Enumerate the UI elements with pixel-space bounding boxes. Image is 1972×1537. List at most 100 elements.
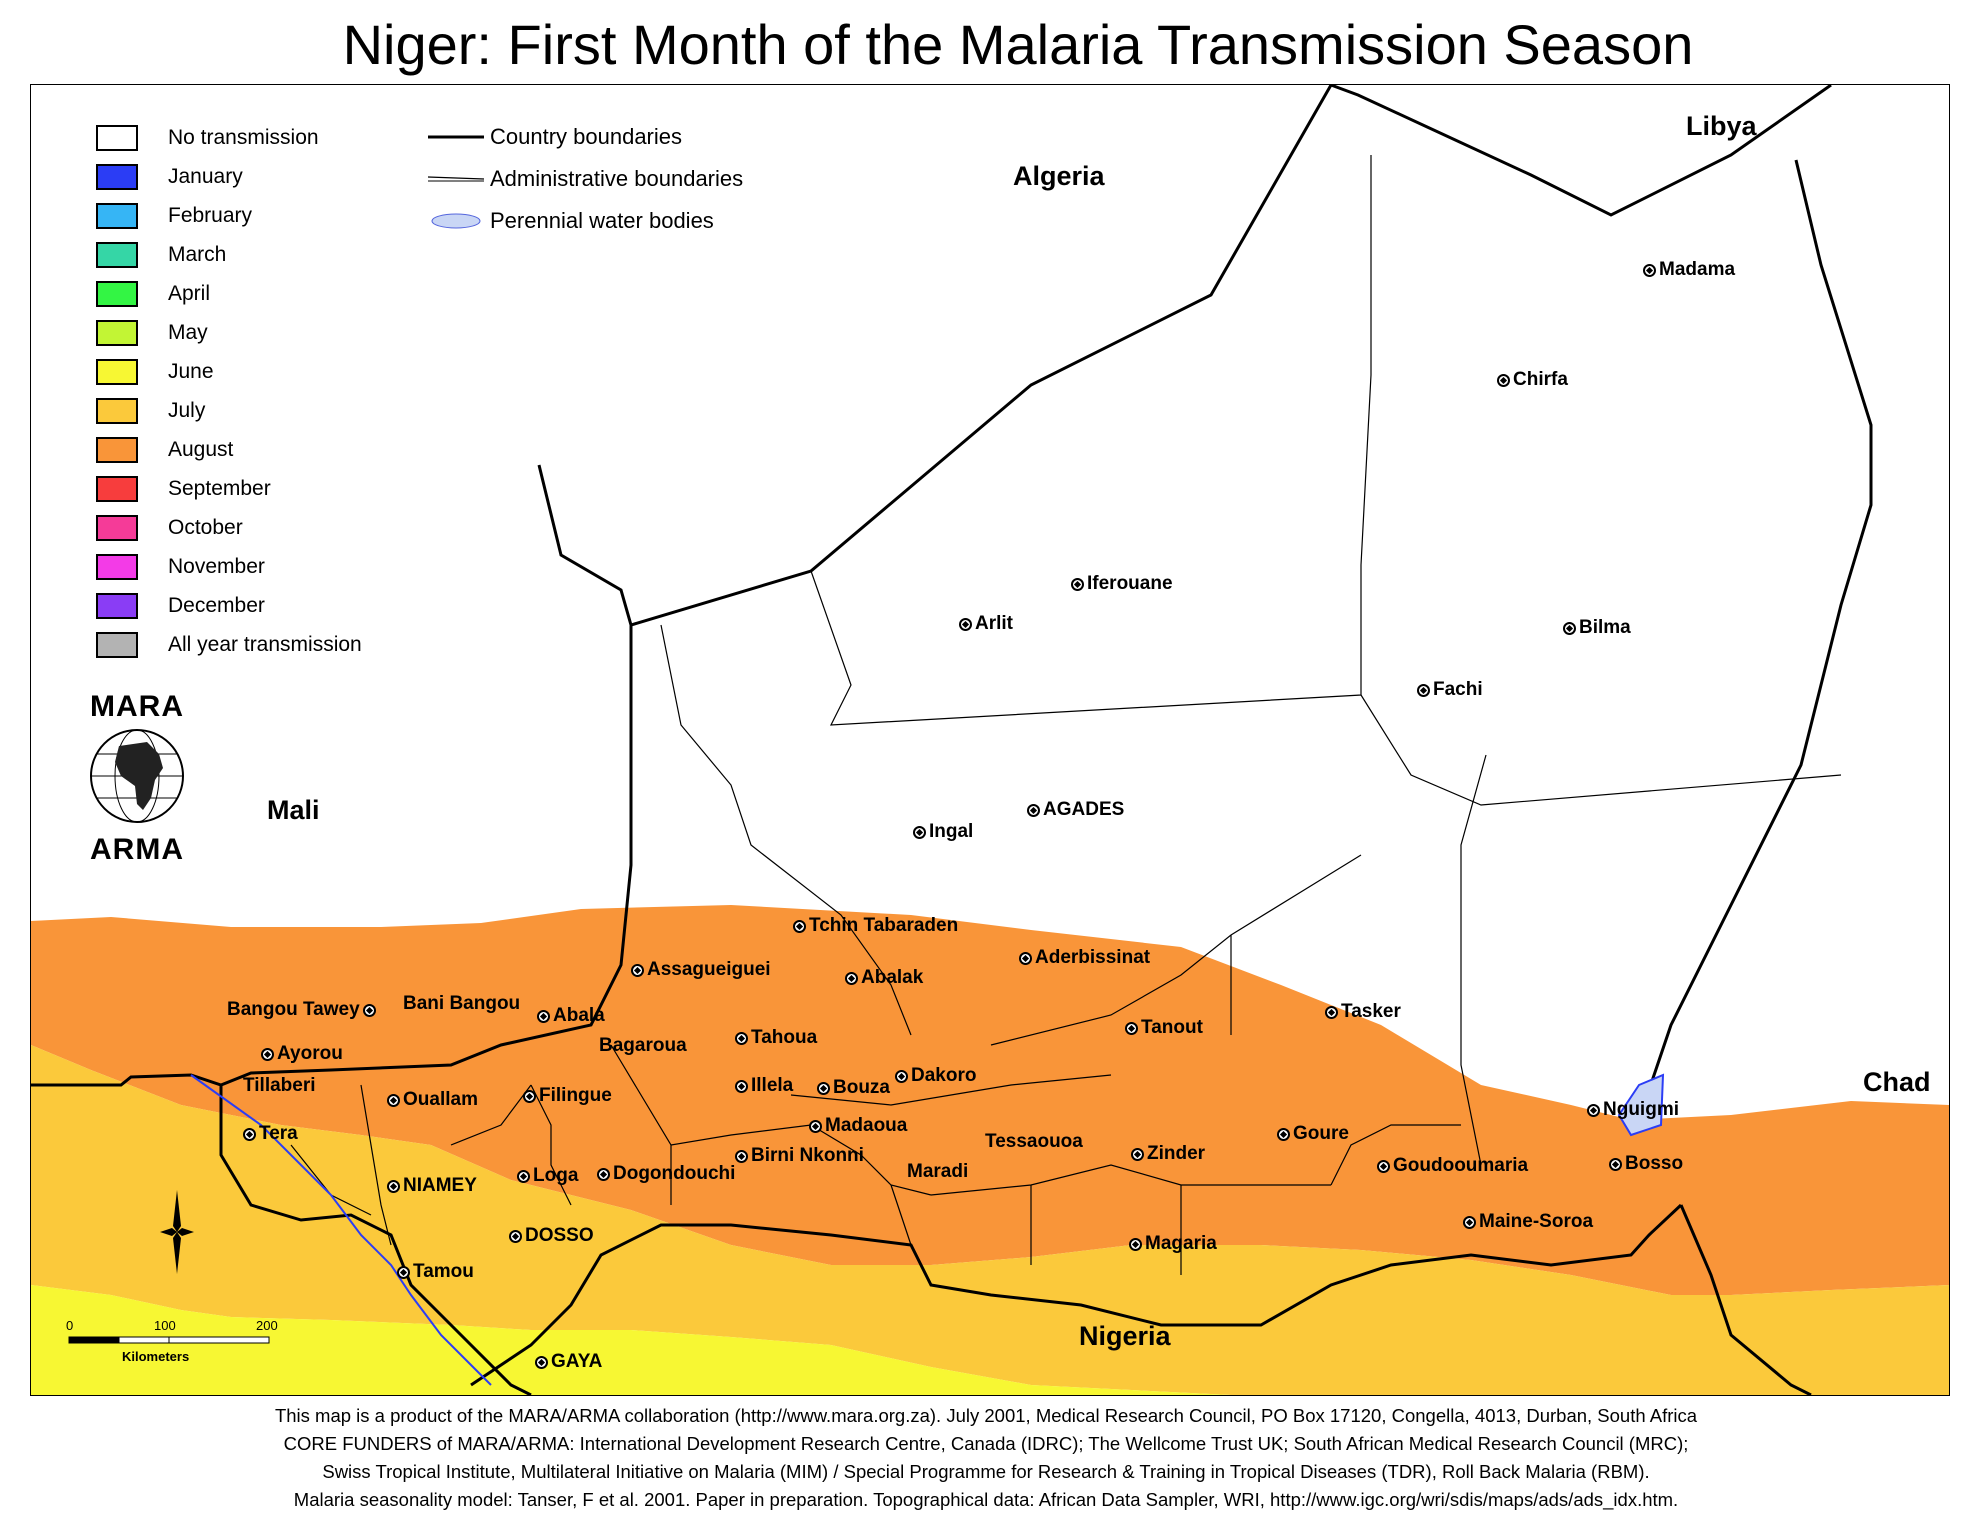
legend-swatch [96, 436, 138, 463]
town-marker-icon [895, 1069, 908, 1083]
legend-swatch [96, 397, 138, 424]
scale-bar-graphic [68, 1336, 270, 1344]
town-assagueiguei: Assagueiguei [631, 959, 771, 981]
town-iferouane: Iferouane [1071, 573, 1173, 595]
legend-item-admin-boundaries: Administrative boundaries [428, 158, 743, 200]
town-marker-icon [1497, 373, 1510, 387]
compass-icon [160, 1190, 194, 1279]
town-zinder: Zinder [1131, 1143, 1205, 1165]
legend-swatch [96, 358, 138, 385]
legend-item: All year transmission [96, 625, 362, 664]
niger-river [190, 1074, 492, 1386]
niger-west-border [31, 625, 633, 1087]
town-fachi: Fachi [1417, 679, 1483, 701]
town-marker-icon [1131, 1147, 1144, 1161]
town-ingal: Ingal [913, 821, 973, 843]
country-label-nigeria: Nigeria [1079, 1321, 1171, 1351]
legend-item: No transmission [96, 118, 362, 157]
town-tessaouoa: Tessaouoa [985, 1131, 1083, 1152]
town-marker-icon [1277, 1127, 1290, 1141]
town-dakoro: Dakoro [895, 1065, 976, 1087]
map-title: Niger: First Month of the Malaria Transm… [342, 13, 1694, 76]
niger-north-border [1330, 85, 1832, 217]
legend-swatch [96, 475, 138, 502]
town-maradi: Maradi [907, 1161, 969, 1182]
town-marker-icon [631, 963, 644, 977]
legend-item: March [96, 235, 362, 274]
legend-swatch [96, 202, 138, 229]
town-marker-icon [793, 919, 806, 933]
town-niamey: NIAMEY [387, 1175, 477, 1197]
scale-bar: 0 100 200 Kilometers [66, 1318, 278, 1364]
town-marker-icon [387, 1093, 400, 1107]
town-goudooumaria: Goudooumaria [1377, 1155, 1528, 1177]
legend-item: February [96, 196, 362, 235]
legend-item: October [96, 508, 362, 547]
globe-icon [90, 729, 184, 823]
town-marker-icon [397, 1265, 410, 1279]
town-marker-icon [1325, 1005, 1338, 1019]
june-zone [31, 1285, 1231, 1395]
admin-boundary-line-icon [428, 176, 484, 182]
town-marker-icon [517, 1169, 530, 1183]
town-marker-icon [1587, 1103, 1600, 1117]
town-marker-icon [509, 1229, 522, 1243]
town-marker-icon [817, 1081, 830, 1095]
town-tahoua: Tahoua [735, 1027, 817, 1049]
town-tamou: Tamou [397, 1261, 474, 1283]
map-frame[interactable]: Algeria Libya Mali Chad Nigeria Madama C… [30, 84, 1950, 1396]
town-marker-icon [387, 1179, 400, 1193]
legend-item: September [96, 469, 362, 508]
town-marker-icon [1417, 683, 1430, 697]
niger-south-border-2 [470, 1203, 1683, 1387]
legend-swatch [96, 124, 138, 151]
town-bagaroua: Bagaroua [599, 1035, 687, 1056]
legend: No transmission January February March A… [96, 118, 362, 664]
legend-item-water-bodies: Perennial water bodies [428, 200, 743, 242]
town-bosso: Bosso [1609, 1153, 1683, 1175]
town-marker-icon [809, 1119, 822, 1133]
town-marker-icon [362, 1003, 376, 1017]
town-aderbissinat: Aderbissinat [1019, 947, 1150, 969]
town-marker-icon [1125, 1021, 1138, 1035]
country-label-libya: Libya [1686, 111, 1757, 141]
town-maine-soroa: Maine-Soroa [1463, 1211, 1593, 1233]
legend-swatch [96, 631, 138, 658]
town-abalak: Abalak [845, 967, 923, 989]
july-zone [31, 1045, 1949, 1395]
map-canvas [31, 85, 1949, 1395]
legend-item: May [96, 313, 362, 352]
town-gaya: GAYA [535, 1351, 602, 1373]
legend-item: July [96, 391, 362, 430]
town-marker-icon [845, 971, 858, 985]
town-nguigmi: Nguigmi [1587, 1099, 1679, 1121]
town-tasker: Tasker [1325, 1001, 1401, 1023]
legend-swatch [96, 514, 138, 541]
town-marker-icon [1027, 803, 1040, 817]
town-marker-icon [1071, 577, 1084, 591]
legend-item: November [96, 547, 362, 586]
niger-east-border [1629, 159, 1873, 1116]
town-birni-nkonni: Birni Nkonni [735, 1145, 864, 1167]
town-marker-icon [735, 1149, 748, 1163]
town-marker-icon [1563, 621, 1576, 635]
legend-swatch [96, 163, 138, 190]
town-marker-icon [261, 1047, 274, 1061]
town-tillaberi: Tillaberi [243, 1075, 316, 1096]
town-tera: Tera [243, 1123, 298, 1145]
town-marker-icon [523, 1089, 536, 1103]
legend-item: August [96, 430, 362, 469]
town-marker-icon [735, 1031, 748, 1045]
water-body-icon [431, 213, 481, 229]
country-boundary-line-icon [428, 135, 484, 139]
town-bouza: Bouza [817, 1077, 890, 1099]
chad-border [1679, 1204, 1812, 1395]
legend-item: December [96, 586, 362, 625]
town-tchin-tabaraden: Tchin Tabaraden [793, 915, 958, 937]
town-marker-icon [1019, 951, 1032, 965]
town-bangou-tawey: Bangou Tawey [227, 999, 379, 1021]
town-marker-icon [735, 1079, 748, 1093]
town-abala: Abala [537, 1005, 605, 1027]
town-tanout: Tanout [1125, 1017, 1203, 1039]
country-label-mali: Mali [267, 795, 320, 825]
